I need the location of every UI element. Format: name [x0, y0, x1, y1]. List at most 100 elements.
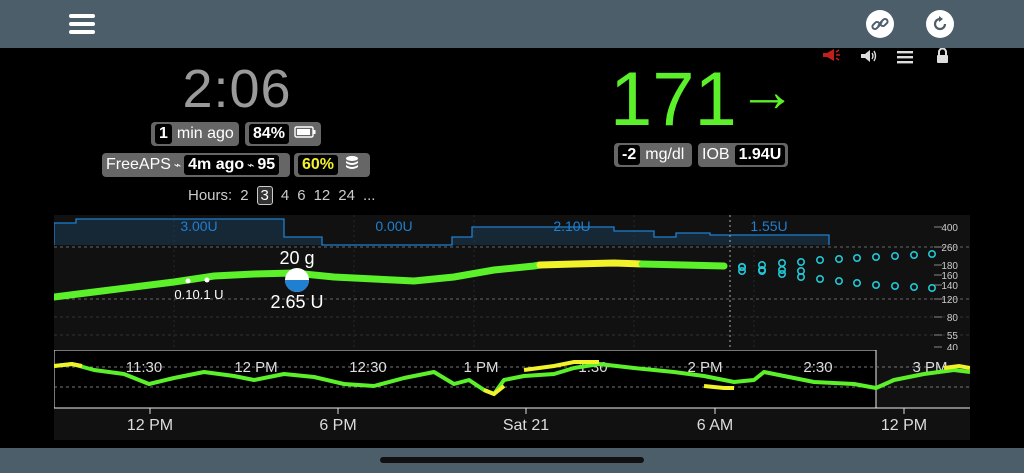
hours-selector: Hours: 2 3 4 6 12 24 ... [188, 186, 375, 205]
forecast-point [796, 257, 805, 266]
hours-label: Hours: [188, 187, 233, 204]
bg-trend-arrow: → [738, 59, 796, 124]
hours-option-2[interactable]: 2 [240, 187, 249, 204]
y-tick-label: 260 [941, 243, 958, 254]
main-x-tick-label: 2:30 [803, 359, 832, 376]
hours-option-3[interactable]: 3 [256, 186, 273, 205]
y-tick-label: 120 [941, 295, 958, 306]
battery-icon [294, 125, 316, 143]
forecast-point [796, 272, 805, 281]
overview-x-tick-label: Sat 21 [503, 417, 549, 434]
forecast-point [834, 254, 843, 263]
hours-option-24[interactable]: 24 [338, 187, 355, 204]
speaker-icon[interactable] [860, 49, 878, 68]
overview-glucose-high-4 [703, 384, 734, 390]
reading-age-unit: min ago [176, 125, 234, 142]
y-tick-label: 140 [941, 281, 958, 292]
battery-pill: 84% [245, 122, 321, 146]
main-x-tick-label: 12 PM [234, 359, 277, 376]
forecast-point [890, 282, 899, 291]
forecast-point [871, 281, 880, 290]
hours-option-4[interactable]: 4 [280, 187, 290, 204]
forecast-point [777, 269, 786, 278]
small-bolus-label: 0.10.1 U [174, 287, 223, 302]
forecast-point [737, 262, 746, 271]
loop-value: 95 [257, 156, 276, 173]
small-bolus-marker-2 [204, 277, 210, 283]
iob-value: 1.94U [734, 145, 786, 165]
carbs-label: 20 g [279, 248, 314, 268]
forecast-point [927, 284, 936, 293]
reading-age-pill: 1 min ago [151, 122, 239, 146]
forecast-point [852, 279, 861, 288]
iob-pill: IOB 1.94U [698, 143, 788, 167]
overview-glucose-high-3 [523, 360, 599, 372]
iob-label: IOB [702, 146, 730, 163]
database-icon [344, 155, 360, 176]
overview-glucose-high-5 [943, 363, 970, 370]
home-indicator[interactable] [380, 457, 644, 463]
loop-status-pill[interactable]: FreeAPS ⌁ 4m ago ⌁ 95 [102, 153, 290, 177]
megaphone-icon[interactable] [821, 48, 841, 67]
overview-glucose-high-1 [54, 361, 83, 368]
overview-chart[interactable]: 11:30 12 PM 12:30 1 PM 1:30 2 PM 2:30 3 PM 12 P… [54, 350, 970, 440]
top-toolbar [0, 0, 1024, 48]
main-chart-background [54, 215, 970, 350]
basal-label-4: 1.55U [750, 218, 787, 234]
loop-name: FreeAPS [106, 156, 171, 173]
link-icon[interactable] [866, 10, 894, 38]
forecast-point [757, 266, 766, 275]
pump-pill[interactable]: 60% [294, 153, 370, 177]
list-icon[interactable] [897, 50, 913, 69]
refresh-icon[interactable] [926, 10, 954, 38]
hamburger-menu-icon[interactable] [68, 12, 96, 36]
forecast-point [852, 253, 861, 262]
main-x-tick-label: 1 PM [463, 359, 498, 376]
loop-link-icon: ⌁ [173, 158, 182, 172]
bolus-marker[interactable] [285, 268, 309, 292]
overview-x-tick-label: 12 PM [127, 417, 173, 434]
overview-x-tick-label: 6 AM [697, 417, 733, 434]
basal-line [54, 218, 830, 246]
bg-unit: mg/dl [645, 146, 685, 163]
glucose-line-recent [638, 260, 728, 270]
small-bolus-marker-1 [185, 278, 191, 284]
forecast-point [871, 252, 880, 261]
basal-label-3: 2.10U [553, 218, 590, 234]
loop-age: 4m ago [188, 156, 245, 173]
loop-status-box: 4m ago ⌁ 95 [184, 155, 280, 175]
overview-glucose-line [54, 362, 970, 396]
pump-reservoir: 60% [298, 155, 339, 175]
reading-age-value: 1 [155, 124, 172, 144]
current-time: 2:06 [182, 59, 292, 119]
forecast-point [737, 266, 746, 275]
battery-value: 84% [249, 124, 290, 144]
overview-x-tick-label: 12 PM [881, 417, 927, 434]
main-x-tick-label: 2 PM [687, 359, 722, 376]
y-tick-label: 55 [947, 331, 959, 342]
loop-link-icon-2: ⌁ [247, 158, 255, 172]
bg-delta-value: -2 [618, 145, 641, 165]
overview-glucose-high-2 [483, 384, 506, 397]
basal-label-1: 3.00U [180, 218, 217, 234]
forecast-point [909, 283, 918, 292]
forecast-point [815, 255, 824, 264]
y-tick-label: 160 [941, 271, 958, 282]
glucose-line-high [536, 259, 646, 269]
forecast-point [890, 251, 899, 260]
hours-option-more[interactable]: ... [362, 187, 376, 204]
lock-icon[interactable] [936, 47, 949, 68]
main-x-tick-label: 11:30 [126, 359, 162, 376]
hours-option-12[interactable]: 12 [313, 187, 331, 204]
forecast-point [815, 274, 824, 283]
overview-x-tick-label: 6 PM [319, 417, 356, 434]
bolus-label: 2.65 U [270, 292, 323, 312]
basal-fill [54, 219, 829, 245]
hours-option-6[interactable]: 6 [297, 187, 306, 204]
y-tick-label: 80 [947, 313, 959, 324]
bg-value: 171 [610, 57, 737, 142]
y-tick-label: 40 [947, 343, 959, 350]
bg-delta-pill: -2 mg/dl [614, 143, 692, 167]
glucose-chart[interactable]: 3.00U 0.00U 2.10U 1.55U 0.10.1 U 20 g 2.… [54, 215, 970, 350]
y-tick-label: 180 [941, 261, 958, 272]
